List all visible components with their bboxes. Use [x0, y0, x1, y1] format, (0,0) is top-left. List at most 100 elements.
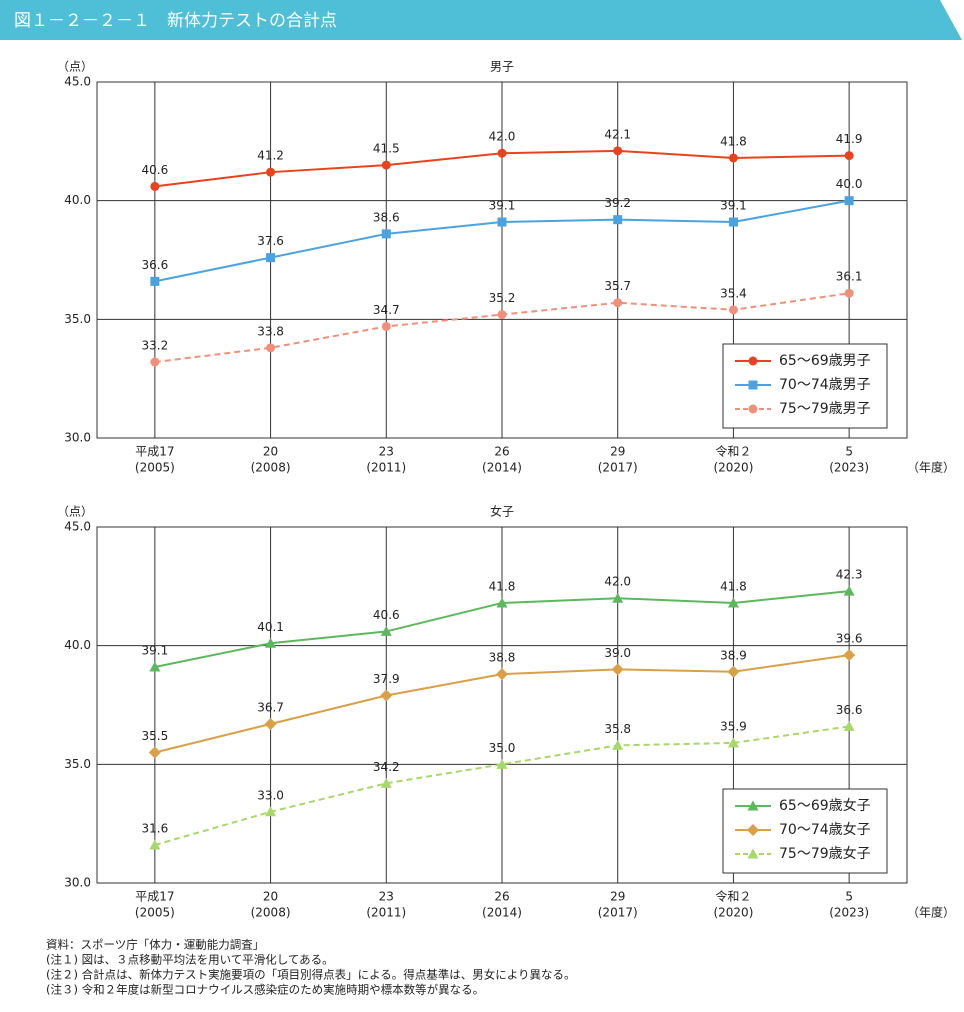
- x-tick-year: (2020): [713, 461, 753, 475]
- x-tick-label: 平成17: [135, 445, 174, 459]
- legend-label: 75〜79歳男子: [779, 401, 871, 417]
- x-tick-year: (2005): [135, 461, 175, 475]
- x-tick-label: 26: [494, 445, 509, 459]
- y-tick-label: 40.0: [64, 638, 91, 652]
- value-label: 42.0: [489, 130, 516, 144]
- x-tick-year: (2020): [713, 906, 753, 920]
- value-label: 40.6: [373, 608, 400, 622]
- marker: [381, 321, 391, 331]
- value-label: 40.1: [257, 620, 284, 634]
- value-label: 40.6: [141, 163, 168, 177]
- value-label: 40.0: [836, 177, 863, 191]
- value-label: 36.7: [257, 700, 284, 714]
- value-label: 35.8: [604, 722, 631, 736]
- x-tick-year: (2017): [598, 461, 638, 475]
- x-tick-year: (2017): [598, 906, 638, 920]
- y-tick-label: 45.0: [64, 75, 91, 89]
- marker: [497, 148, 507, 158]
- legend-label: 75〜79歳女子: [779, 845, 871, 862]
- marker: [496, 758, 508, 769]
- marker: [381, 160, 391, 170]
- value-label: 38.9: [720, 648, 747, 662]
- value-label: 35.0: [489, 741, 516, 755]
- x-unit: （年度）: [907, 905, 955, 920]
- value-label: 34.2: [373, 760, 400, 774]
- note: 資料：スポーツ庁「体力・運動能力調査」: [46, 938, 264, 952]
- value-label: 39.2: [604, 196, 631, 210]
- y-tick-label: 35.0: [64, 757, 91, 771]
- x-tick-label: 23: [379, 445, 394, 459]
- value-label: 41.2: [257, 149, 284, 163]
- plot-frame: [96, 526, 908, 884]
- value-label: 36.6: [141, 258, 168, 272]
- value-label: 39.6: [836, 632, 863, 646]
- marker: [728, 217, 738, 227]
- y-tick-label: 30.0: [64, 431, 91, 445]
- marker: [844, 151, 854, 161]
- x-tick-year: (2014): [482, 906, 522, 920]
- value-label: 39.0: [604, 646, 631, 660]
- marker: [747, 848, 759, 859]
- value-label: 42.1: [604, 127, 631, 141]
- x-tick-year: (2011): [366, 906, 406, 920]
- x-tick-label: 平成17: [135, 890, 174, 904]
- value-label: 33.2: [141, 339, 168, 353]
- marker: [611, 663, 624, 676]
- marker: [496, 668, 508, 681]
- marker: [728, 305, 738, 315]
- y-tick-label: 40.0: [64, 193, 91, 207]
- marker: [843, 585, 855, 596]
- marker: [149, 661, 161, 672]
- value-label: 42.0: [604, 575, 631, 589]
- marker: [728, 153, 738, 163]
- marker: [748, 380, 758, 390]
- x-tick-label: 29: [610, 890, 625, 904]
- y-tick-label: 45.0: [64, 520, 91, 534]
- note: (注１) 図は、３点移動平均法を用いて平滑化してある。: [46, 953, 334, 967]
- value-label: 36.6: [836, 703, 863, 717]
- value-label: 41.5: [373, 142, 400, 156]
- marker: [150, 357, 160, 367]
- legend-label: 70〜74歳女子: [779, 821, 871, 838]
- marker: [497, 217, 507, 227]
- note: (注２) 合計点は、新体力テスト実施要項の「項目別得点表」による。得点基準は、男…: [46, 968, 576, 982]
- legend-label: 70〜74歳男子: [779, 377, 871, 393]
- header-title: 図１－２－２－１ 新体力テストの合計点: [14, 11, 337, 31]
- legend-label: 65〜69歳男子: [779, 353, 871, 369]
- marker: [727, 737, 739, 748]
- value-label: 35.7: [604, 279, 631, 293]
- plot-frame: [96, 81, 908, 439]
- x-tick-label: 23: [379, 890, 394, 904]
- y-tick-label: 35.0: [64, 312, 91, 326]
- marker: [380, 689, 393, 702]
- x-tick-label: 令和２: [715, 889, 751, 904]
- x-tick-year: (2011): [366, 461, 406, 475]
- value-label: 37.6: [257, 234, 284, 248]
- marker: [727, 665, 740, 678]
- marker: [264, 717, 277, 730]
- marker: [613, 298, 623, 308]
- marker: [844, 288, 854, 298]
- y-unit: （点）: [57, 60, 93, 74]
- marker: [748, 404, 758, 414]
- marker: [843, 720, 855, 731]
- marker: [266, 343, 276, 353]
- chart-title: 男子: [490, 60, 514, 74]
- marker: [150, 181, 160, 191]
- y-unit: （点）: [57, 505, 93, 519]
- value-label: 41.8: [720, 134, 747, 148]
- x-unit: （年度）: [907, 460, 955, 475]
- value-label: 41.8: [489, 579, 516, 593]
- chart-title: 女子: [490, 504, 514, 519]
- x-tick-label: 20: [263, 445, 278, 459]
- note: (注３) 令和２年度は新型コロナウイルス感染症のため実施時期や標本数等が異なる。: [46, 983, 484, 997]
- x-tick-year: (2008): [251, 906, 291, 920]
- x-tick-year: (2023): [829, 461, 869, 475]
- marker: [843, 649, 856, 662]
- value-label: 31.6: [141, 822, 168, 836]
- value-label: 42.3: [836, 568, 863, 582]
- marker: [613, 146, 623, 156]
- x-tick-year: (2005): [135, 906, 175, 920]
- value-label: 33.0: [257, 788, 284, 802]
- value-label: 39.1: [141, 644, 168, 658]
